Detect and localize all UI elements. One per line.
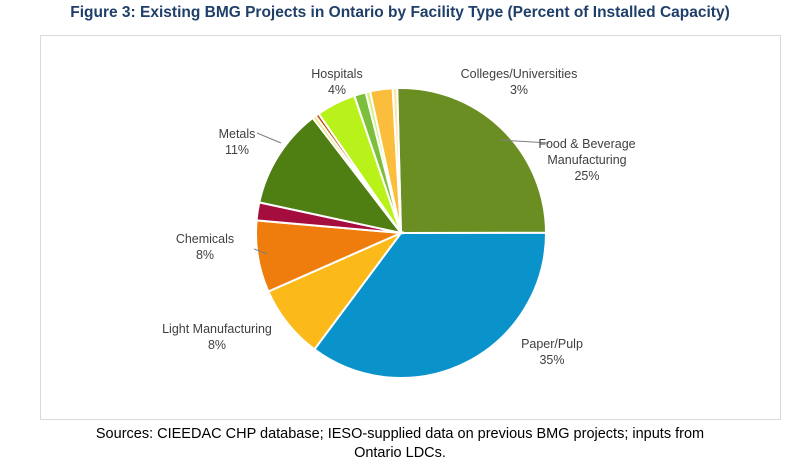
leader-line-food-and-beverage-manufacturing xyxy=(499,139,550,144)
slice-label-chemicals: Chemicals 8% xyxy=(176,232,234,262)
pie-chart: Food & Beverage Manufacturing 25% Paper/Pul… xyxy=(162,67,636,379)
leader-line-metals xyxy=(256,132,282,144)
slice-label-paper-pulp: Paper/Pulp 35% xyxy=(521,337,583,367)
leader-line-chemicals xyxy=(253,248,268,255)
leader-line-colleges-universities xyxy=(400,89,404,92)
pie-slice-metals xyxy=(258,116,404,235)
slice-label-food-and-beverage-manufacturing: Food & Beverage Manufacturing 25% xyxy=(538,137,635,183)
pie-slice-unlabeled-12 xyxy=(391,87,402,234)
pie-slice-food-and-beverage-manufacturing xyxy=(396,87,548,235)
slice-label-metals: Metals 11% xyxy=(219,127,256,157)
slice-label-colleges-universities: Colleges/Universities 3% xyxy=(461,67,578,97)
slice-label-hospitals: Hospitals 4% xyxy=(311,67,362,97)
sources-note: Sources: CIEEDAC CHP database; IESO-supp… xyxy=(0,425,800,463)
sources-line-1: Sources: CIEEDAC CHP database; IESO-supp… xyxy=(95,426,705,442)
slice-label-light-manufacturing: Light Manufacturing 8% xyxy=(162,322,272,352)
pie-slice-paper-pulp xyxy=(313,231,548,379)
chart-area: Food & Beverage Manufacturing 25% Paper/Pul… xyxy=(40,35,781,420)
sources-line-2: Ontario LDCs. xyxy=(354,445,446,461)
figure-title: Figure 3: Existing BMG Projects in Ontar… xyxy=(70,4,730,21)
